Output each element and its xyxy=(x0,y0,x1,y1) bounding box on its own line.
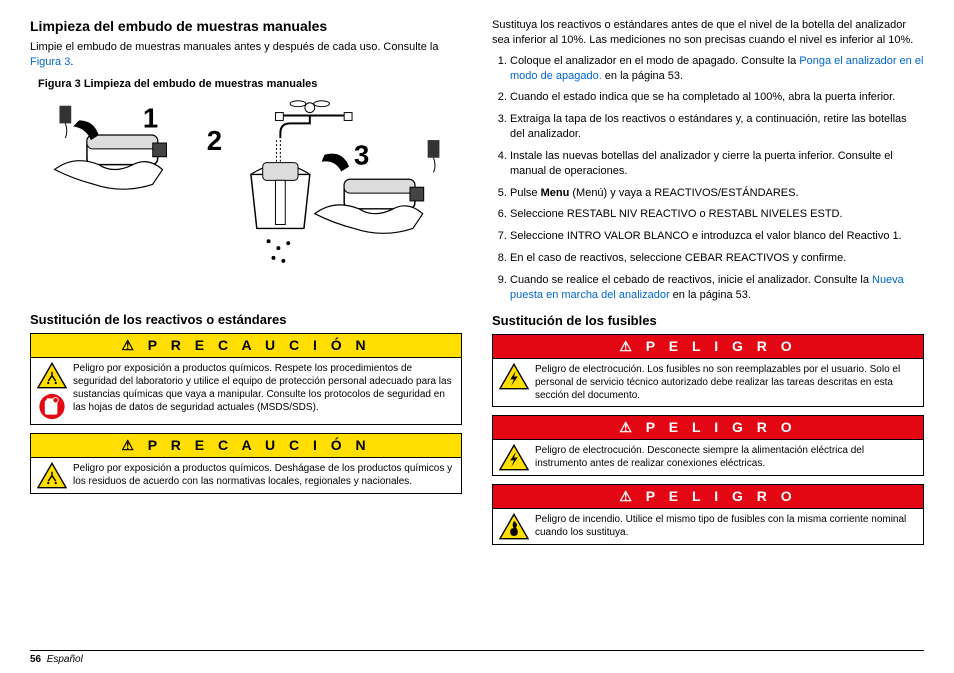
caution-1-text: Peligro por exposición a productos quími… xyxy=(73,362,455,414)
sds-icon xyxy=(37,393,67,420)
danger-header-3: ⚠ P E L I G R O xyxy=(493,485,923,509)
step-1: Coloque el analizador en el modo de apag… xyxy=(510,54,924,84)
danger-1-icons xyxy=(499,363,529,390)
danger-3-icons xyxy=(499,513,529,540)
figure-caption: Figura 3 Limpieza del embudo de muestras… xyxy=(38,78,462,90)
caution-header: ⚠ P R E C A U C I Ó N xyxy=(31,334,461,358)
left-column: Limpieza del embudo de muestras manuales… xyxy=(30,18,462,628)
danger-box-3: ⚠ P E L I G R O Peligro de incendio. Uti… xyxy=(492,484,924,545)
electrocution-icon xyxy=(499,363,529,390)
danger-header-1: ⚠ P E L I G R O xyxy=(493,335,923,359)
page-footer: 56 Español xyxy=(30,650,924,665)
danger-header-2: ⚠ P E L I G R O xyxy=(493,416,923,440)
right-column: Sustituya los reactivos o estándares ant… xyxy=(492,18,924,628)
caution-2-text: Peligro por exposición a productos quími… xyxy=(73,462,455,488)
electrocution-icon xyxy=(499,444,529,471)
figure-link[interactable]: Figura 3 xyxy=(30,56,70,68)
intro-paragraph: Limpie el embudo de muestras manuales an… xyxy=(30,40,462,70)
fire-hazard-icon xyxy=(499,513,529,540)
danger-2-text: Peligro de electrocución. Desconecte sie… xyxy=(535,444,917,470)
step-9: Cuando se realice el cebado de reactivos… xyxy=(510,273,924,303)
figure-3-illustration: 1 2 xyxy=(30,94,462,302)
danger-3-text: Peligro de incendio. Utilice el mismo ti… xyxy=(535,513,917,539)
svg-text:2: 2 xyxy=(207,125,222,156)
caution-box-1: ⚠ P R E C A U C I Ó N Peligro por exposi… xyxy=(30,333,462,425)
danger-box-2: ⚠ P E L I G R O Peligro de electrocución… xyxy=(492,415,924,476)
svg-text:1: 1 xyxy=(143,102,158,133)
step-5: Pulse Menu (Menú) y vaya a REACTIVOS/EST… xyxy=(510,186,924,201)
heading-fusibles: Sustitución de los fusibles xyxy=(492,313,924,328)
heading-limpieza: Limpieza del embudo de muestras manuales xyxy=(30,18,462,34)
step-4: Instale las nuevas botellas del analizad… xyxy=(510,149,924,179)
page-language: Español xyxy=(47,654,83,665)
heading-sustitucion-reactivos: Sustitución de los reactivos o estándare… xyxy=(30,312,462,327)
step-2: Cuando el estado indica que se ha comple… xyxy=(510,90,924,105)
svg-text:3: 3 xyxy=(354,139,369,170)
step-3: Extraiga la tapa de los reactivos o está… xyxy=(510,112,924,142)
step-7: Seleccione INTRO VALOR BLANCO e introduz… xyxy=(510,229,924,244)
caution-2-icons xyxy=(37,462,67,489)
step-6: Seleccione RESTABL NIV REACTIVO o RESTAB… xyxy=(510,207,924,222)
caution-icons xyxy=(37,362,67,420)
chemical-hazard-icon xyxy=(37,462,67,489)
page-number: 56 xyxy=(30,654,41,665)
danger-1-text: Peligro de electrocución. Los fusibles n… xyxy=(535,363,917,402)
danger-box-1: ⚠ P E L I G R O Peligro de electrocución… xyxy=(492,334,924,407)
steps-list: Coloque el analizador en el modo de apag… xyxy=(492,54,924,303)
right-intro: Sustituya los reactivos o estándares ant… xyxy=(492,18,924,48)
step-8: En el caso de reactivos, seleccione CEBA… xyxy=(510,251,924,266)
caution-header-2: ⚠ P R E C A U C I Ó N xyxy=(31,434,461,458)
chemical-hazard-icon xyxy=(37,362,67,389)
danger-2-icons xyxy=(499,444,529,471)
caution-box-2: ⚠ P R E C A U C I Ó N Peligro por exposi… xyxy=(30,433,462,494)
